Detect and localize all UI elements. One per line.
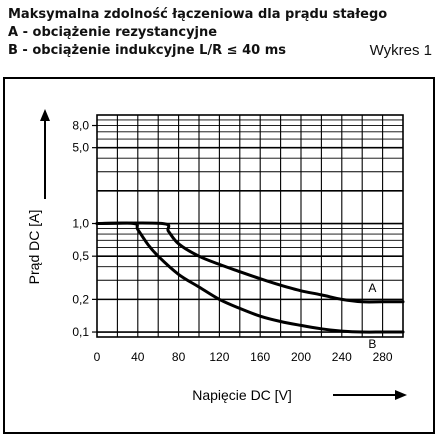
y-tick-label: 1,0 — [72, 217, 89, 231]
chart-note: Wykres 1 — [369, 42, 432, 59]
x-tick-label: 160 — [250, 350, 270, 364]
y-axis-label: Prąd DC [A] — [26, 210, 42, 285]
chart-header: Maksymalna zdolność łączeniowa dla prądu… — [8, 6, 432, 60]
series-a-label: A — [368, 281, 376, 295]
x-tick-label: 120 — [209, 350, 229, 364]
x-axis-arrow — [333, 390, 407, 400]
y-tick-label: 0,5 — [72, 249, 89, 263]
x-tick-label: 0 — [94, 350, 101, 364]
series-a-line — [95, 221, 405, 304]
x-axis-label: Napięcie DC [V] — [192, 387, 292, 403]
plot-frame — [96, 114, 404, 338]
x-tick-label: 240 — [332, 350, 352, 364]
y-axis-arrow — [40, 109, 50, 199]
curves: AB — [95, 221, 405, 351]
chart-svg: AB 0,10,20,51,05,08,00 40 80 120 160 200 240 28… — [26, 109, 407, 403]
x-tick-label: 280 — [373, 350, 393, 364]
x-tick-label: 40 — [131, 350, 145, 364]
legend-line-a: A - obciążenie rezystancyjne — [8, 25, 218, 40]
y-tick-label: 0,1 — [72, 325, 89, 339]
x-tick-label: 80 — [172, 350, 186, 364]
y-tick-label: 5,0 — [72, 141, 89, 155]
series-b-label: B — [368, 337, 376, 351]
chart-title: Maksymalna zdolność łączeniowa dla prądu… — [8, 7, 388, 22]
y-tick-label: 0,2 — [72, 292, 89, 306]
legend-line-b: B - obciążenie indukcyjne L/R ≤ 40 ms — [8, 43, 287, 58]
grid — [96, 114, 404, 338]
tick-labels: 0,1 0,2 0,5 1,0 5,0 8,0 0 40 80 120 160 200 240 280 — [72, 119, 393, 364]
y-tick-label: 8,0 — [72, 119, 89, 133]
x-tick-label: 200 — [291, 350, 311, 364]
series-b-line — [95, 221, 405, 334]
